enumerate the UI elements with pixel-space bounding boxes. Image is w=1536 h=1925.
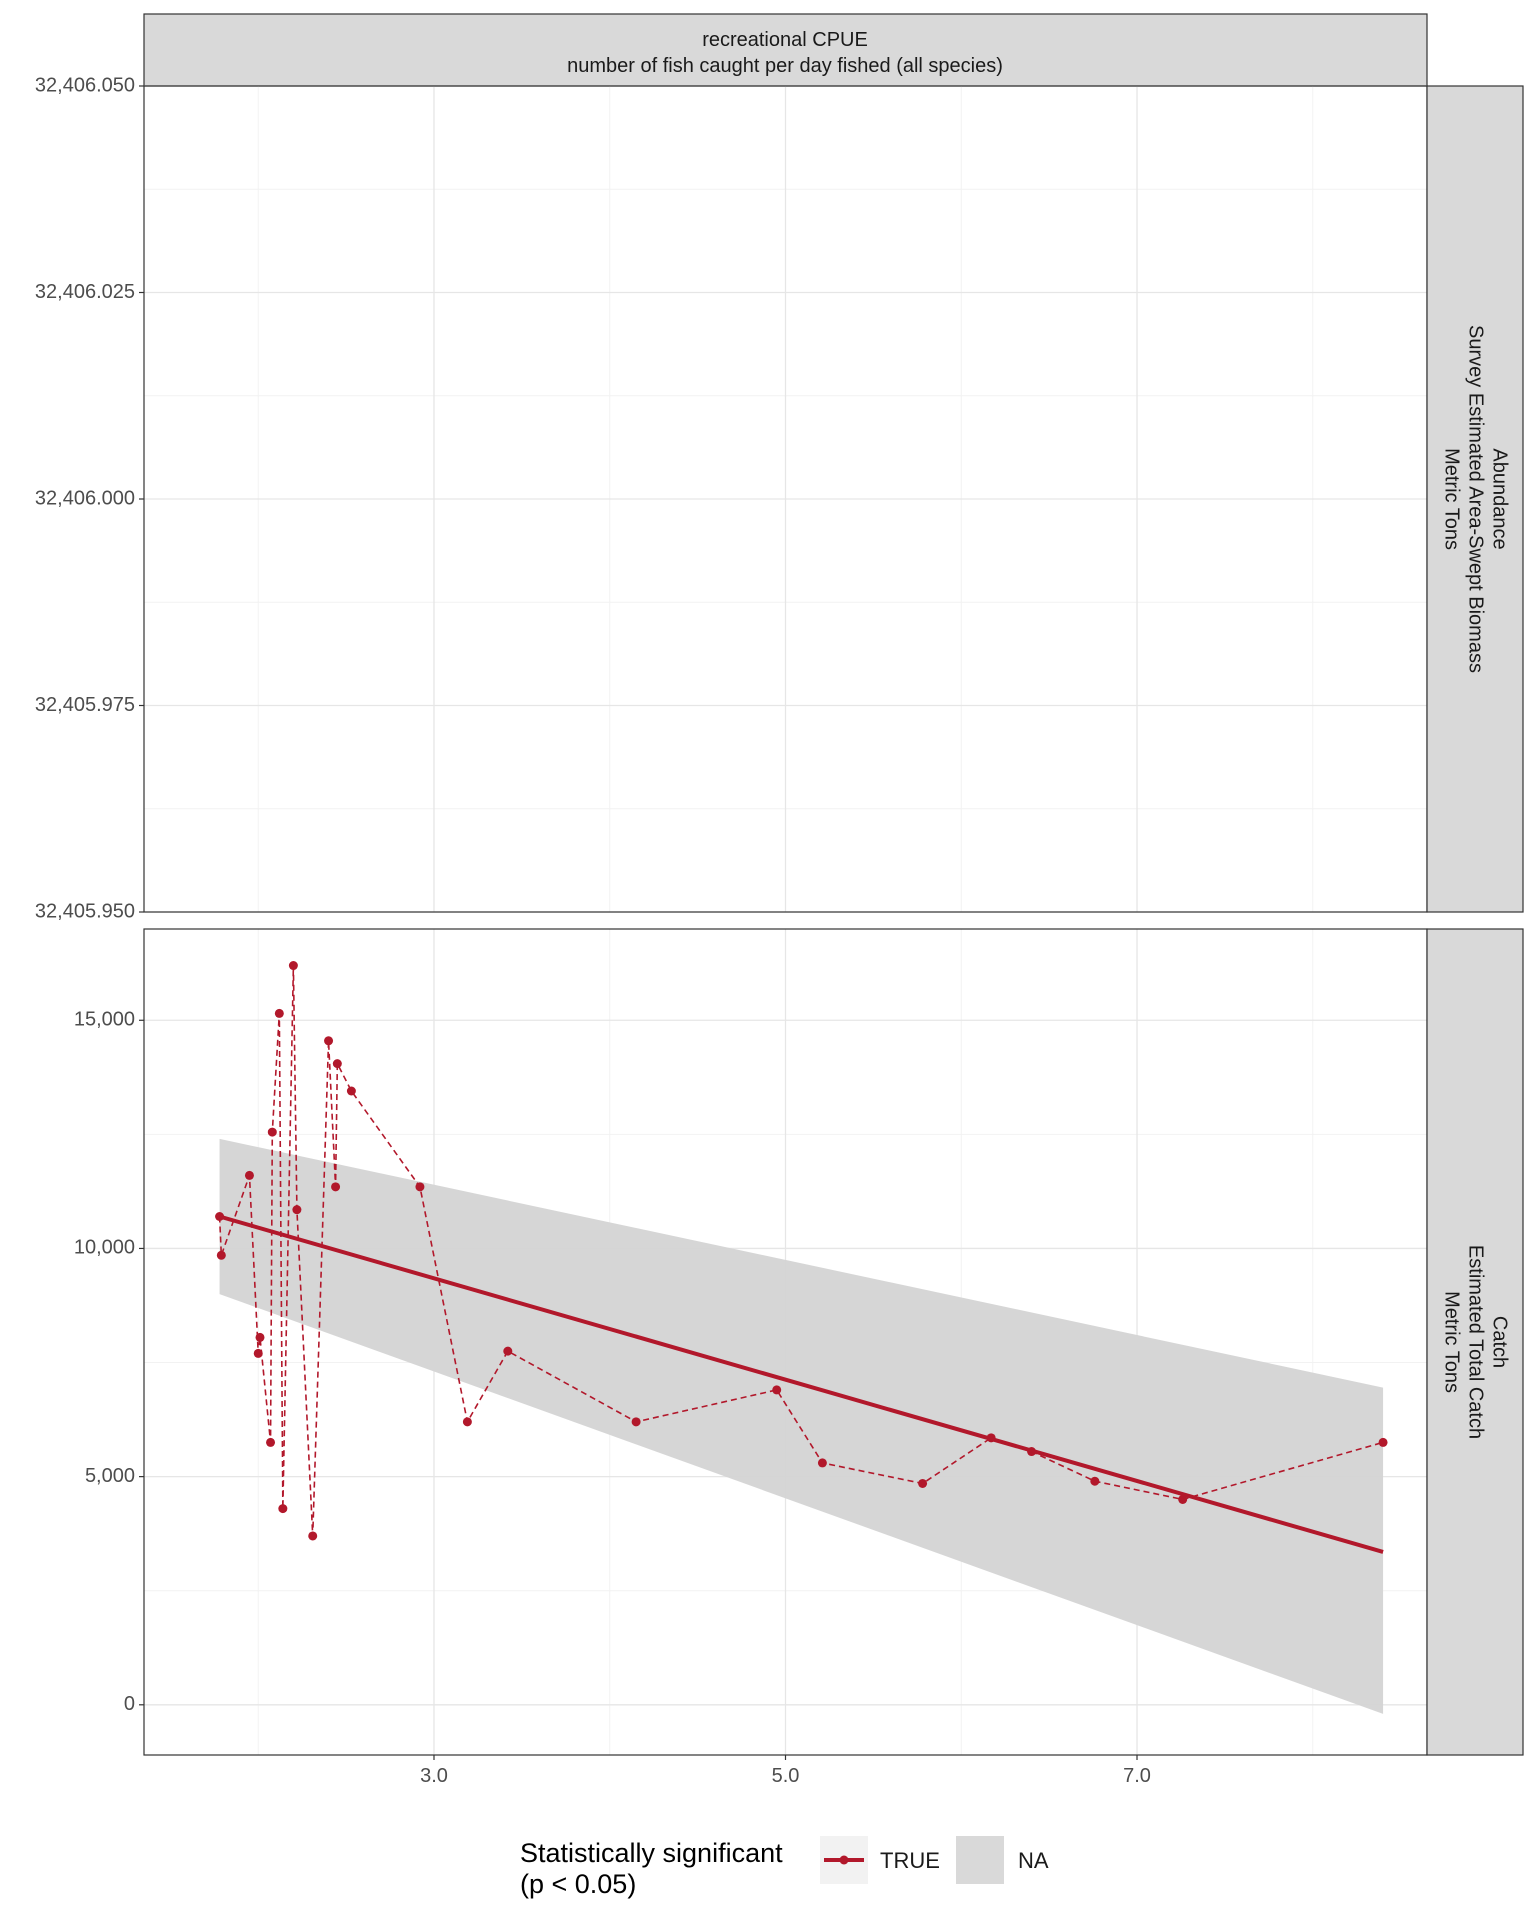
observed-point — [278, 1504, 288, 1514]
panel-abundance-y-axis: 32,405.950 32,405.975 32,406.000 32,406.025… — [35, 74, 144, 922]
observed-point — [1090, 1476, 1100, 1486]
observed-point — [631, 1417, 641, 1427]
observed-series-line — [218, 965, 1384, 1536]
legend-key-true-point — [839, 1855, 849, 1865]
observed-point — [918, 1478, 928, 1488]
row-strip-abundance-line1: Abundance — [1489, 448, 1511, 549]
y-tick-label: 10,000 — [74, 1237, 135, 1259]
x-tick-label: 5.0 — [772, 1765, 800, 1787]
x-axis: 3.0 5.0 7.0 — [420, 1755, 1151, 1787]
y-tick-label: 32,406.025 — [35, 281, 135, 303]
panel-catch-trend-line — [219, 1214, 1384, 1554]
row-strip-catch-line2: Estimated Total Catch — [1465, 1245, 1487, 1439]
y-tick-label: 15,000 — [74, 1009, 135, 1031]
y-tick-label: 32,405.950 — [35, 900, 135, 922]
x-tick-label: 7.0 — [1123, 1765, 1151, 1787]
observed-point — [288, 961, 298, 971]
legend-label-true: TRUE — [880, 1848, 940, 1873]
row-strip-abundance-box — [1426, 85, 1524, 913]
legend-title-line2: (p < 0.05) — [520, 1869, 636, 1899]
row-strip-catch: Catch Estimated Total Catch Metric Tons — [1426, 928, 1524, 1756]
panel-catch-confidence-band — [219, 1138, 1384, 1714]
observed-point — [817, 1458, 827, 1468]
observed-point — [1378, 1437, 1388, 1447]
row-strip-catch-line3: Metric Tons — [1441, 1291, 1463, 1393]
observed-point — [332, 1059, 342, 1069]
observed-point — [274, 1008, 284, 1018]
observed-point — [331, 1182, 341, 1192]
observed-point — [253, 1348, 263, 1358]
observed-point — [267, 1127, 277, 1137]
row-strip-catch-line1: Catch — [1489, 1316, 1511, 1368]
observed-point — [216, 1250, 226, 1260]
confidence-band-area — [219, 1138, 1384, 1714]
column-strip-line1: recreational CPUE — [702, 29, 868, 51]
legend: Statistically significant (p < 0.05) TRU… — [520, 1836, 1049, 1899]
y-tick-label: 0 — [124, 1693, 135, 1715]
observed-point — [292, 1205, 302, 1215]
row-strip-abundance-line3: Metric Tons — [1441, 448, 1463, 550]
row-strip-catch-box — [1426, 928, 1524, 1756]
observed-point — [503, 1346, 513, 1356]
row-strip-abundance: Abundance Survey Estimated Area-Swept Bi… — [1426, 85, 1524, 913]
trend-line-path — [219, 1214, 1384, 1554]
observed-point — [772, 1385, 782, 1395]
legend-title-line1: Statistically significant — [520, 1838, 783, 1868]
legend-label-na: NA — [1018, 1848, 1049, 1873]
observed-point — [324, 1036, 334, 1046]
y-tick-label: 32,406.000 — [35, 487, 135, 509]
observed-point — [244, 1170, 254, 1180]
row-strip-abundance-line2: Survey Estimated Area-Swept Biomass — [1465, 325, 1487, 673]
column-strip-box — [143, 13, 1428, 87]
y-tick-label: 32,405.975 — [35, 694, 135, 716]
observed-point — [1178, 1494, 1188, 1504]
panel-abundance-grid — [144, 85, 1427, 913]
panel-catch: 0 5,000 10,000 15,000 Catch Estimated Total… — [74, 928, 1524, 1787]
observed-point — [255, 1332, 265, 1342]
observed-point — [415, 1182, 425, 1192]
column-strip: recreational CPUE number of fish caught … — [143, 13, 1428, 87]
panel-abundance: 32,405.950 32,405.975 32,406.000 32,406.025… — [35, 74, 1524, 922]
observed-point — [266, 1437, 276, 1447]
column-strip-line2: number of fish caught per day fished (al… — [567, 55, 1003, 77]
y-tick-label: 32,406.050 — [35, 74, 135, 96]
legend-key-na-box — [956, 1836, 1004, 1884]
y-tick-label: 5,000 — [85, 1465, 135, 1487]
observed-point — [346, 1086, 356, 1096]
panel-catch-y-axis: 0 5,000 10,000 15,000 — [74, 1009, 144, 1715]
observed-point — [462, 1417, 472, 1427]
observed-point — [308, 1531, 318, 1541]
x-tick-label: 3.0 — [420, 1765, 448, 1787]
